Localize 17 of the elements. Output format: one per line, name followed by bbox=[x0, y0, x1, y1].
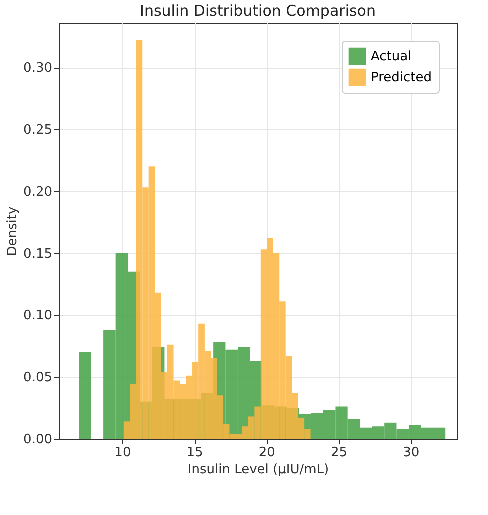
legend-label: Predicted bbox=[371, 70, 432, 86]
chart-title: Insulin Distribution Comparison bbox=[140, 2, 376, 20]
y-tick-label: 0.00 bbox=[24, 432, 52, 448]
x-tick-label: 20 bbox=[258, 446, 276, 460]
y-tick-label: 0.20 bbox=[24, 184, 52, 200]
y-axis-title: Density bbox=[6, 206, 21, 256]
y-tick-label: 0.10 bbox=[24, 308, 52, 324]
legend-label: Actual bbox=[371, 50, 412, 64]
x-axis-title: Insulin Level (µIU/mL) bbox=[188, 462, 330, 478]
y-tick-label: 0.25 bbox=[24, 122, 52, 138]
x-tick-label: 30 bbox=[403, 446, 420, 460]
y-tick-label: 0.05 bbox=[24, 370, 52, 386]
x-tick-label: 25 bbox=[330, 446, 348, 460]
y-tick-label: 0.30 bbox=[24, 61, 52, 76]
x-tick-label: 15 bbox=[186, 446, 204, 460]
x-tick-label: 10 bbox=[114, 446, 132, 460]
y-tick-label: 0.15 bbox=[24, 246, 52, 262]
